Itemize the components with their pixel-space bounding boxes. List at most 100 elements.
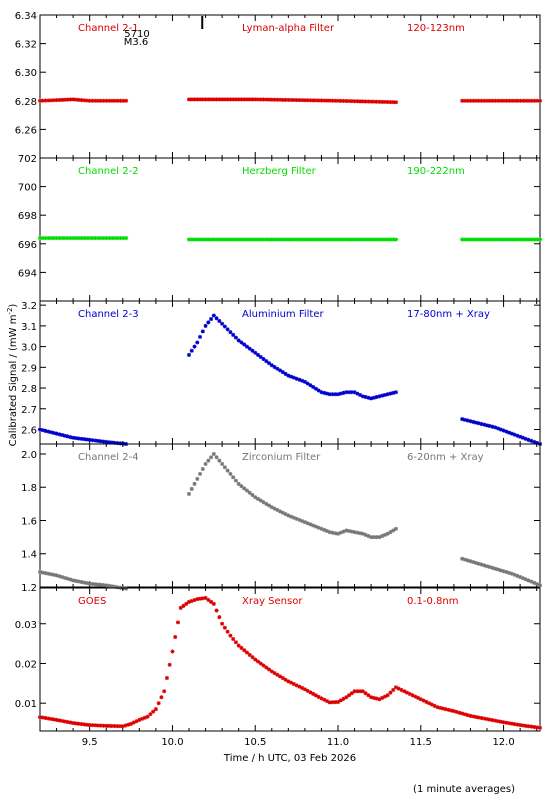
data-point (82, 437, 87, 442)
data-point (225, 468, 230, 473)
data-point (510, 237, 515, 242)
data-point (341, 696, 346, 701)
data-point (526, 437, 531, 442)
data-point (51, 572, 56, 577)
data-point (264, 97, 269, 102)
data-point (250, 492, 255, 497)
data-point (391, 528, 396, 533)
data-point (275, 237, 280, 242)
data-point (68, 720, 73, 725)
data-point (311, 691, 316, 696)
data-point (261, 500, 266, 505)
data-point (203, 461, 208, 466)
data-point (220, 321, 225, 326)
data-point (118, 724, 123, 729)
data-point (228, 237, 233, 242)
data-point (363, 99, 368, 104)
panel-label: Channel 2-2 (78, 166, 139, 177)
y-axis-title-sup: -2 (6, 308, 14, 315)
data-point (294, 376, 299, 381)
data-point (244, 488, 249, 493)
data-point (286, 513, 291, 518)
data-point (518, 98, 523, 103)
data-point (471, 98, 476, 103)
data-point (482, 563, 487, 568)
data-point (440, 706, 445, 711)
data-point (382, 532, 387, 537)
data-series-segment (38, 595, 542, 730)
data-point (529, 724, 534, 729)
data-point (236, 481, 241, 486)
data-point (524, 237, 529, 242)
data-point (255, 659, 260, 664)
data-point (236, 338, 241, 343)
data-point (189, 486, 194, 491)
data-point (529, 579, 534, 584)
data-point (490, 718, 495, 723)
data-point (247, 490, 252, 495)
data-point (485, 237, 490, 242)
data-point (529, 438, 534, 443)
data-point (112, 584, 117, 589)
data-point (198, 334, 203, 339)
panel-frame (39, 14, 541, 159)
data-point (344, 237, 349, 242)
data-point (46, 236, 51, 241)
data-point (283, 237, 288, 242)
data-point (330, 700, 335, 705)
data-point (84, 722, 89, 727)
data-point (68, 435, 73, 440)
data-point (153, 707, 158, 712)
data-point (198, 237, 203, 242)
data-point (529, 98, 534, 103)
data-point (341, 390, 346, 395)
data-point (170, 649, 175, 654)
data-point (90, 236, 95, 241)
data-point (374, 237, 379, 242)
data-point (195, 597, 200, 602)
data-point (369, 396, 374, 401)
data-point (468, 713, 473, 718)
data-point (360, 531, 365, 536)
data-point (49, 236, 54, 241)
data-point (233, 478, 238, 483)
data-point (62, 433, 67, 438)
data-point (493, 237, 498, 242)
data-point (189, 237, 194, 242)
data-point (363, 237, 368, 242)
panel-label: 120-123nm (407, 23, 465, 34)
data-point (482, 237, 487, 242)
data-point (313, 693, 318, 698)
data-point (239, 97, 244, 102)
data-point (222, 97, 227, 102)
data-point (313, 524, 318, 529)
data-point (65, 236, 70, 241)
data-point (65, 434, 70, 439)
data-point (538, 725, 542, 730)
data-point (327, 530, 332, 535)
data-point (85, 236, 90, 241)
data-point (462, 417, 467, 422)
data-point (84, 581, 89, 586)
data-point (485, 98, 490, 103)
data-series-segment (38, 236, 129, 241)
data-point (206, 320, 211, 325)
data-point (65, 719, 70, 724)
data-point (96, 236, 101, 241)
y-tick-label: 696 (18, 240, 37, 251)
data-point (308, 237, 313, 242)
data-point (43, 428, 48, 433)
data-point (62, 97, 67, 102)
data-point (151, 709, 156, 714)
data-point (272, 671, 277, 676)
data-point (214, 97, 219, 102)
y-tick-label: 0.03 (15, 620, 37, 631)
data-point (228, 330, 233, 335)
x-tick-label: 12.0 (492, 737, 514, 748)
data-point (294, 98, 299, 103)
data-point (380, 534, 385, 539)
data-point (267, 503, 272, 508)
data-point (366, 395, 371, 400)
data-point (462, 237, 467, 242)
data-point (225, 97, 230, 102)
